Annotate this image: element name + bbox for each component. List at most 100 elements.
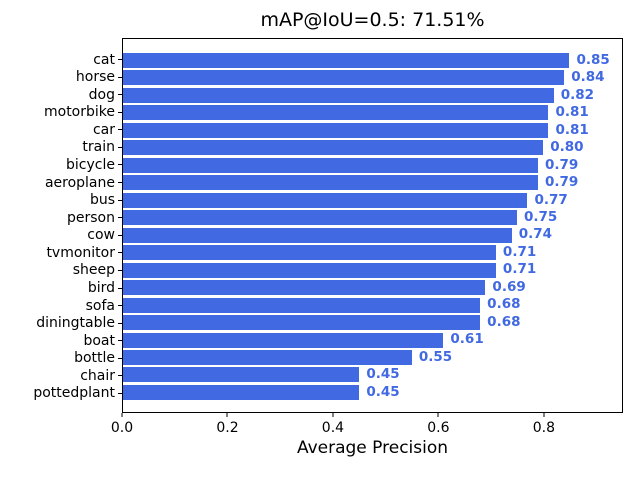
- plot-area: 0.85 0.84 0.82 0.81 0.81 0.80 0.79 0.79 0.77 0.75…: [122, 38, 623, 413]
- y-tick-mark: [118, 375, 122, 377]
- bar: [123, 315, 481, 331]
- bar-row: 0.79: [123, 156, 622, 173]
- y-tick-mark: [118, 164, 122, 166]
- y-tick-mark: [118, 129, 122, 131]
- y-tick-label: cow: [87, 227, 115, 244]
- y-tick-label: train: [82, 139, 115, 156]
- bar-row: 0.81: [123, 121, 622, 138]
- bar-value-label: 0.61: [450, 331, 484, 348]
- bar-value-label: 0.80: [550, 139, 584, 156]
- x-tick-label: 0.0: [110, 420, 134, 436]
- bar: [123, 140, 544, 156]
- bar-row: 0.45: [123, 366, 622, 383]
- y-tick-row: cat: [0, 52, 122, 67]
- bar-row: 0.71: [123, 261, 622, 278]
- bar-value-label: 0.85: [576, 51, 610, 68]
- y-tick-mark: [118, 357, 122, 359]
- bar: [123, 70, 565, 86]
- y-tick-row: bicycle: [0, 157, 122, 172]
- bars-container: 0.85 0.84 0.82 0.81 0.81 0.80 0.79 0.79 0.77 0.75…: [123, 39, 622, 412]
- y-tick-row: motorbike: [0, 105, 122, 120]
- bar-value-label: 0.81: [555, 121, 589, 138]
- y-tick-mark: [118, 217, 122, 219]
- y-tick-row: aeroplane: [0, 175, 122, 190]
- bar-value-label: 0.68: [487, 296, 521, 313]
- bar-value-label: 0.45: [366, 366, 400, 383]
- bar-value-label: 0.79: [544, 156, 579, 173]
- bar-row: 0.81: [123, 105, 622, 121]
- bar: [123, 105, 549, 121]
- x-tick-mark: [543, 413, 545, 417]
- bar: [123, 332, 444, 348]
- y-tick-row: person: [0, 210, 122, 225]
- bar-row: 0.74: [123, 227, 622, 243]
- y-tick-row: bottle: [0, 351, 122, 366]
- bar-row: 0.82: [123, 86, 622, 103]
- y-tick-row: pottedplant: [0, 386, 122, 401]
- y-tick-mark: [118, 76, 122, 78]
- bar-value-label: 0.82: [560, 86, 595, 103]
- y-tick-row: car: [0, 122, 122, 137]
- bar: [123, 384, 360, 400]
- y-tick-label: bus: [89, 192, 115, 209]
- bar: [123, 87, 554, 103]
- bar: [123, 210, 517, 226]
- y-tick-label: person: [67, 209, 115, 226]
- x-tick-mark: [437, 413, 439, 417]
- bar-row: 0.80: [123, 139, 622, 156]
- y-tick-row: diningtable: [0, 316, 122, 331]
- bar-value-label: 0.77: [534, 191, 568, 208]
- x-tick-label: 0.4: [321, 420, 345, 436]
- bar: [123, 175, 538, 191]
- y-tick-row: horse: [0, 70, 122, 85]
- y-tick-row: bus: [0, 193, 122, 208]
- y-tick-row: sofa: [0, 298, 122, 313]
- y-tick-label: sheep: [72, 262, 115, 279]
- bar: [123, 262, 496, 278]
- bar-row: 0.55: [123, 349, 622, 365]
- x-tick-label: 0.8: [532, 420, 556, 436]
- y-tick-mark: [118, 340, 122, 342]
- bar-row: 0.79: [123, 174, 622, 191]
- bar-row: 0.45: [123, 383, 622, 400]
- y-tick-mark: [118, 146, 122, 148]
- bar-row: 0.71: [123, 243, 622, 261]
- x-tick-label: 0.6: [427, 420, 450, 436]
- y-tick-row: train: [0, 140, 122, 155]
- y-tick-label: boat: [83, 332, 115, 349]
- y-tick-mark: [118, 322, 122, 324]
- y-tick-mark: [118, 59, 122, 60]
- y-tick-label: diningtable: [36, 315, 115, 332]
- y-tick-mark: [118, 305, 122, 307]
- y-tick-row: boat: [0, 333, 122, 348]
- y-tick-row: chair: [0, 368, 122, 383]
- bar-value-label: 0.84: [571, 69, 605, 86]
- x-axis: 0.0 0.2 0.4 0.6 0.8: [111, 413, 623, 453]
- y-tick-mark: [118, 94, 122, 96]
- y-tick-label: motorbike: [43, 104, 115, 121]
- bar-row: 0.61: [123, 331, 622, 348]
- bar: [123, 245, 496, 261]
- y-tick-label: bottle: [74, 350, 115, 367]
- y-tick-row: tvmonitor: [0, 245, 122, 260]
- y-tick-label: bird: [87, 280, 115, 297]
- bar-value-label: 0.71: [502, 243, 537, 260]
- y-tick-row: dog: [0, 87, 122, 102]
- bar-value-label: 0.71: [502, 261, 537, 278]
- y-tick-mark: [118, 199, 122, 201]
- y-tick-row: bird: [0, 281, 122, 296]
- x-tick-label: 0.2: [216, 420, 239, 436]
- y-tick-label: pottedplant: [33, 385, 115, 402]
- y-tick-mark: [118, 287, 122, 289]
- bar-row: 0.85: [123, 53, 622, 68]
- bar: [123, 227, 512, 243]
- y-tick-label: sofa: [85, 297, 115, 314]
- bar-value-label: 0.79: [544, 174, 579, 191]
- y-tick-label: tvmonitor: [46, 244, 115, 261]
- chart-title: mAP@IoU=0.5: 71.51%: [260, 9, 485, 31]
- y-tick-mark: [118, 252, 122, 254]
- bar-value-label: 0.45: [366, 383, 400, 400]
- y-tick-label: aeroplane: [44, 174, 115, 191]
- y-tick-label: dog: [88, 86, 115, 103]
